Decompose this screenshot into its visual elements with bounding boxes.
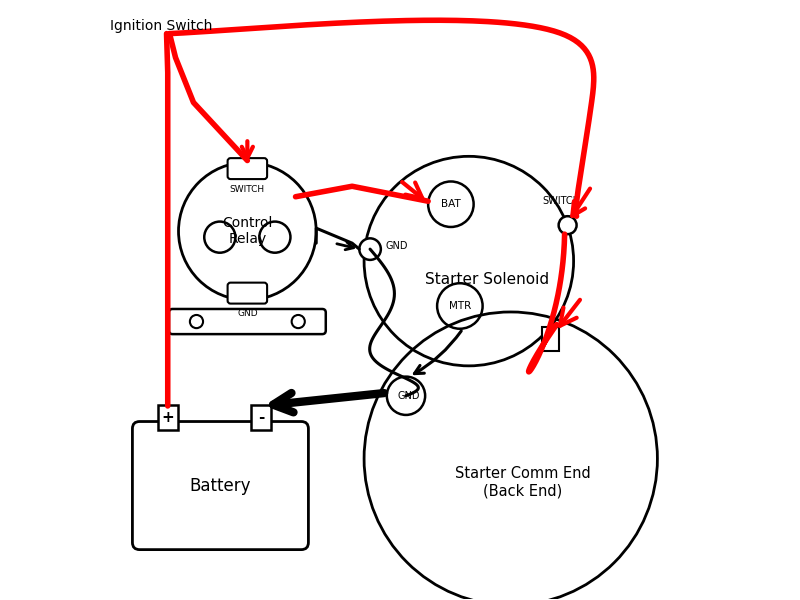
- Text: -: -: [258, 410, 264, 425]
- FancyBboxPatch shape: [169, 309, 326, 334]
- Text: SWITCH: SWITCH: [542, 196, 581, 206]
- Text: BAT: BAT: [441, 199, 461, 209]
- Text: GND: GND: [397, 391, 420, 401]
- FancyBboxPatch shape: [251, 405, 271, 430]
- Text: Starter Solenoid: Starter Solenoid: [425, 272, 549, 287]
- Text: SWITCH: SWITCH: [230, 185, 265, 194]
- FancyBboxPatch shape: [133, 422, 309, 550]
- Text: MTR: MTR: [449, 301, 471, 311]
- Text: GND: GND: [386, 241, 408, 251]
- Text: Battery: Battery: [190, 476, 251, 494]
- FancyBboxPatch shape: [542, 327, 559, 351]
- Text: Starter Comm End
(Back End): Starter Comm End (Back End): [455, 466, 590, 499]
- FancyBboxPatch shape: [158, 405, 178, 430]
- Text: Control
Relay: Control Relay: [222, 216, 273, 246]
- Circle shape: [558, 216, 577, 234]
- Text: GND: GND: [237, 309, 258, 318]
- Text: +: +: [162, 410, 174, 425]
- FancyBboxPatch shape: [227, 283, 267, 304]
- FancyBboxPatch shape: [227, 158, 267, 179]
- Circle shape: [359, 238, 381, 260]
- Text: Ignition Switch: Ignition Switch: [110, 19, 212, 33]
